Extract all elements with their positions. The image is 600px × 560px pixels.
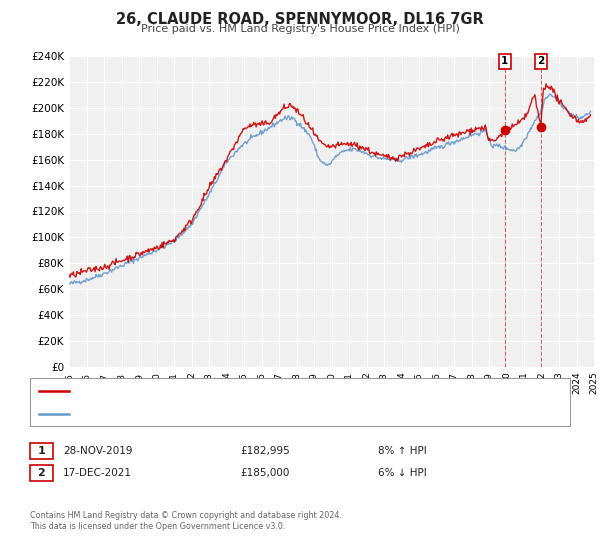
Text: £185,000: £185,000 <box>240 468 289 478</box>
Text: 26, CLAUDE ROAD, SPENNYMOOR, DL16 7GR (detached house): 26, CLAUDE ROAD, SPENNYMOOR, DL16 7GR (d… <box>75 386 386 396</box>
Text: 1: 1 <box>502 56 509 66</box>
Text: 6% ↓ HPI: 6% ↓ HPI <box>378 468 427 478</box>
Text: 17-DEC-2021: 17-DEC-2021 <box>63 468 132 478</box>
Text: HPI: Average price, detached house, County Durham: HPI: Average price, detached house, Coun… <box>75 409 333 419</box>
Text: 2: 2 <box>537 56 544 66</box>
Text: Contains HM Land Registry data © Crown copyright and database right 2024.: Contains HM Land Registry data © Crown c… <box>30 511 342 520</box>
Text: £182,995: £182,995 <box>240 446 290 456</box>
Text: This data is licensed under the Open Government Licence v3.0.: This data is licensed under the Open Gov… <box>30 522 286 531</box>
Text: 1: 1 <box>38 446 45 456</box>
Text: Price paid vs. HM Land Registry's House Price Index (HPI): Price paid vs. HM Land Registry's House … <box>140 24 460 34</box>
Text: 28-NOV-2019: 28-NOV-2019 <box>63 446 133 456</box>
Text: 26, CLAUDE ROAD, SPENNYMOOR, DL16 7GR: 26, CLAUDE ROAD, SPENNYMOOR, DL16 7GR <box>116 12 484 27</box>
Text: 2: 2 <box>38 468 45 478</box>
Text: 8% ↑ HPI: 8% ↑ HPI <box>378 446 427 456</box>
